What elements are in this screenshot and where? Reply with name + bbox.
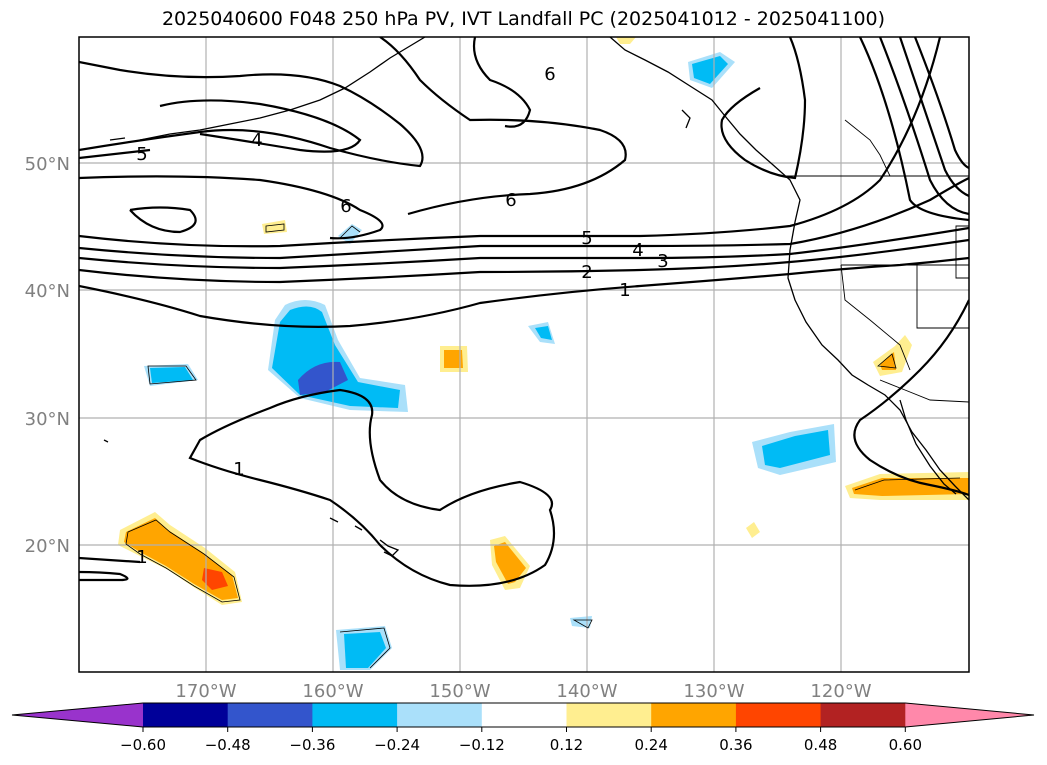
neg-region-central-deep — [298, 361, 348, 395]
colorbar-tick-label: 0.24 — [634, 736, 667, 754]
colorbar-tick-label: 0.48 — [804, 736, 837, 754]
lon-labels: 170°W 160°W 150°W 140°W 130°W 120°W — [175, 681, 871, 702]
contour-label: 5 — [581, 228, 592, 249]
lat-label: 50°N — [25, 154, 70, 175]
colorbar-segment — [735, 703, 822, 727]
pv-contours — [79, 37, 969, 587]
map-title: 2025040600 F048 250 hPa PV, IVT Landfall… — [161, 8, 886, 30]
lon-label: 170°W — [175, 681, 236, 702]
neg-region-c-core — [762, 430, 830, 468]
colorbar: −0.60 −0.48 −0.36 −0.24 −0.12 0.12 0.24 0.36 0.4… — [11, 702, 1035, 754]
colorbar-extend-max — [905, 703, 1034, 727]
pos-region-c-core — [494, 542, 526, 584]
lon-label: 120°W — [810, 681, 871, 702]
lon-label: 150°W — [429, 681, 490, 702]
lat-labels: 50°N 40°N 30°N 20°N — [25, 154, 70, 557]
pos-region-southwest-max — [202, 568, 228, 590]
pos-region-f — [746, 522, 760, 538]
coastlines — [103, 37, 969, 557]
colorbar-tick-label: 0.36 — [719, 736, 752, 754]
contour-label: 6 — [544, 64, 555, 85]
neg-region-d-core — [344, 632, 386, 668]
contour-label: 6 — [340, 196, 351, 217]
pos-region-a-core — [444, 350, 463, 368]
ivt-outlines — [125, 223, 961, 669]
colorbar-extend-min — [12, 703, 143, 727]
colorbar-tick-label: −0.60 — [120, 736, 166, 754]
lon-label: 130°W — [683, 681, 744, 702]
plot-frame — [78, 36, 970, 673]
lat-label: 30°N — [25, 409, 70, 430]
contour-label: 6 — [505, 190, 516, 211]
colorbar-segment — [312, 703, 398, 727]
contour-label: 1 — [233, 459, 244, 480]
contour-label: 1 — [619, 280, 630, 301]
colorbar-tick-label: −0.36 — [289, 736, 335, 754]
pv-contour-labels: 6 4 5 6 6 5 4 3 2 1 1 1 — [136, 64, 668, 568]
lat-label: 20°N — [25, 536, 70, 557]
colorbar-tick-label: 0.12 — [550, 736, 583, 754]
contour-label: 5 — [136, 144, 147, 165]
neg-region-e-core — [692, 56, 728, 84]
lon-label: 140°W — [556, 681, 617, 702]
colorbar-tick-label: 0.60 — [889, 736, 922, 754]
lon-label: 160°W — [302, 681, 363, 702]
gridlines — [79, 37, 969, 672]
pos-region-g — [616, 37, 636, 44]
contour-label: 4 — [251, 130, 262, 151]
colorbar-segment — [651, 703, 737, 727]
colorbar-tick-label: −0.48 — [205, 736, 251, 754]
colorbar-segment — [481, 703, 567, 727]
colorbar-segment — [227, 703, 313, 727]
contour-label: 2 — [581, 262, 592, 283]
colorbar-segment — [143, 703, 229, 727]
colorbar-segment — [566, 703, 652, 727]
neg-region-b-core — [535, 326, 552, 340]
colorbar-tick-label: −0.12 — [459, 736, 505, 754]
contour-label: 1 — [136, 547, 147, 568]
pos-region-d-core — [852, 478, 969, 496]
colorbar-tick-label: −0.24 — [374, 736, 420, 754]
colorbar-segment — [397, 703, 483, 727]
colorbar-segment — [820, 703, 906, 727]
contour-label: 3 — [657, 251, 668, 272]
contour-label: 4 — [632, 240, 643, 261]
neg-region-west-core — [150, 367, 193, 383]
pos-region-e-core — [880, 352, 896, 370]
lat-label: 40°N — [25, 281, 70, 302]
